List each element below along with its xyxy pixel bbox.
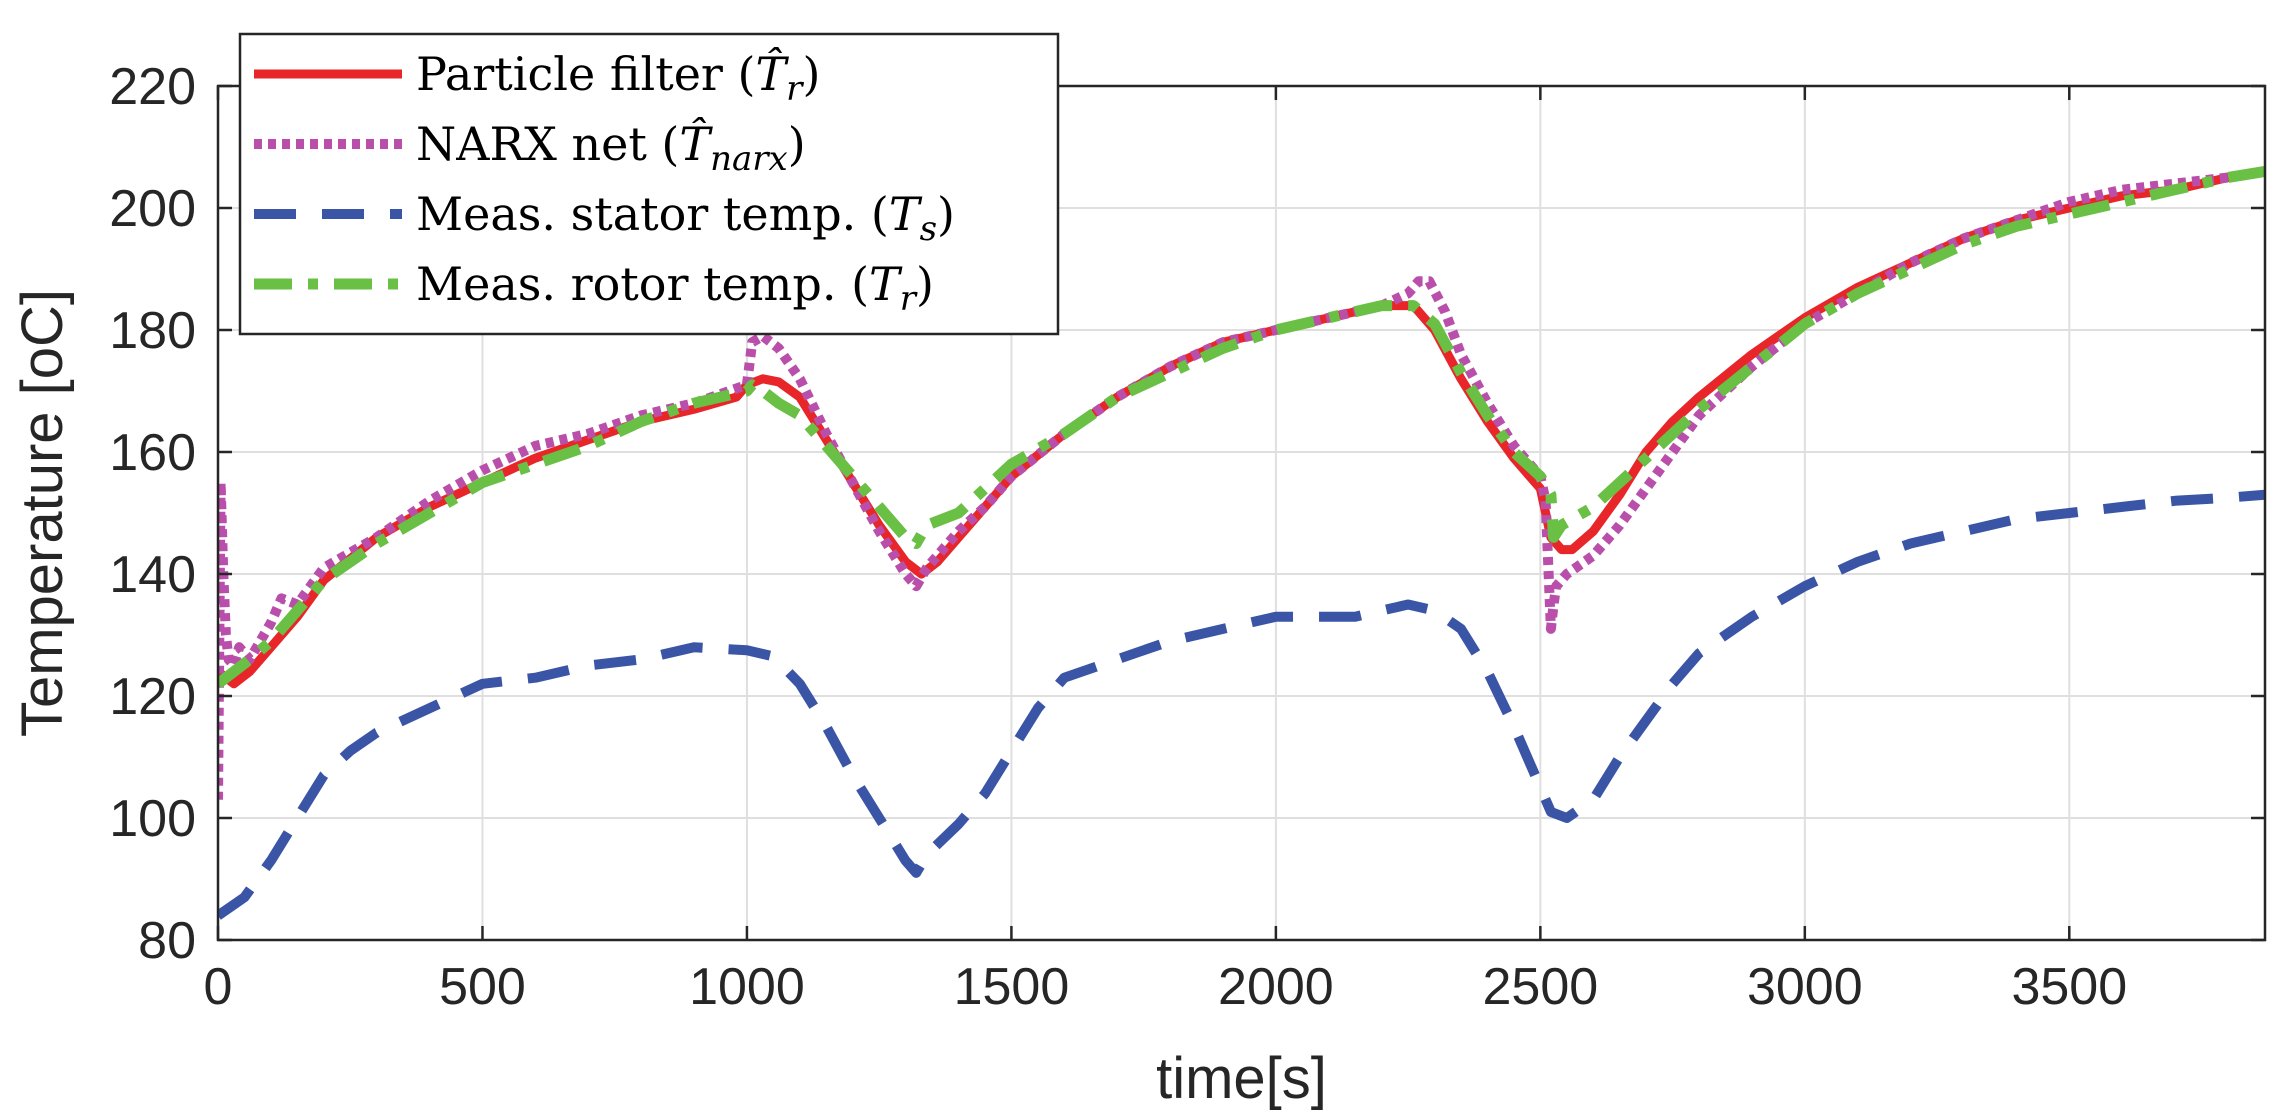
legend-subscript: r — [900, 279, 918, 319]
x-tick-label: 3000 — [1747, 958, 1863, 1016]
legend-item: Particle filter (T̂r) — [254, 47, 820, 109]
legend-close: ) — [788, 117, 806, 171]
legend-items: Particle filter (T̂r)NARX net (T̂narx)Me… — [254, 47, 955, 319]
legend-label: Particle filter (T̂r) — [416, 47, 820, 109]
legend-close: ) — [802, 47, 820, 101]
legend-name: Particle filter ( — [416, 47, 755, 101]
legend-subscript: r — [786, 69, 804, 109]
legend-name: Meas. rotor temp. ( — [416, 257, 869, 311]
legend-label: NARX net (T̂narx) — [416, 117, 806, 179]
legend-symbol: T̂ — [755, 47, 789, 101]
series-line-meas-rotor-temp — [218, 165, 2265, 689]
legend-box — [238, 32, 1060, 336]
legend: Particle filter (T̂r)NARX net (T̂narx)Me… — [238, 32, 1060, 336]
legend-label: Meas. stator temp. (Ts) — [416, 187, 955, 249]
legend-name: Meas. stator temp. ( — [416, 187, 889, 241]
y-tick-label: 80 — [138, 912, 196, 970]
axes — [216, 84, 2267, 942]
y-tick-label: 140 — [109, 546, 196, 604]
x-tick-label: 2000 — [1218, 958, 1334, 1016]
legend-symbol: T̂ — [679, 117, 713, 171]
legend-subscript: s — [920, 209, 937, 249]
legend-item: NARX net (T̂narx) — [254, 117, 806, 179]
legend-name: NARX net ( — [416, 117, 679, 171]
x-axis-label: time[s] — [1156, 1046, 1327, 1111]
x-tick-label: 1500 — [954, 958, 1070, 1016]
axis-frame — [216, 84, 2267, 942]
series-layer — [218, 165, 2265, 920]
y-tick-label: 120 — [109, 668, 196, 726]
x-tick-label: 1000 — [689, 958, 805, 1016]
x-tick-label: 0 — [204, 958, 233, 1016]
y-tick-label: 100 — [109, 790, 196, 848]
x-tick-label: 2500 — [1483, 958, 1599, 1016]
legend-close: ) — [916, 257, 934, 311]
legend-close: ) — [937, 187, 955, 241]
legend-label: Meas. rotor temp. (Tr) — [416, 257, 934, 319]
tick-labels: 0 500 1000 1500 2000 2500 3000 3500 80 100 120 140 1… — [109, 58, 2127, 1016]
y-tick-label: 180 — [109, 302, 196, 360]
y-tick-label: 160 — [109, 424, 196, 482]
legend-symbol: T — [889, 187, 923, 241]
x-tick-label: 500 — [439, 958, 526, 1016]
legend-symbol: T — [869, 257, 903, 311]
legend-item: Meas. stator temp. (Ts) — [254, 187, 955, 249]
x-tick-label: 3500 — [2011, 958, 2127, 1016]
y-axis-label: Temperature [oC] — [10, 289, 75, 737]
series-line-meas-stator-temp — [218, 489, 2265, 920]
legend-item: Meas. rotor temp. (Tr) — [254, 257, 934, 319]
y-tick-label: 220 — [109, 58, 196, 116]
y-tick-label: 200 — [109, 180, 196, 238]
legend-subscript: narx — [710, 139, 788, 179]
